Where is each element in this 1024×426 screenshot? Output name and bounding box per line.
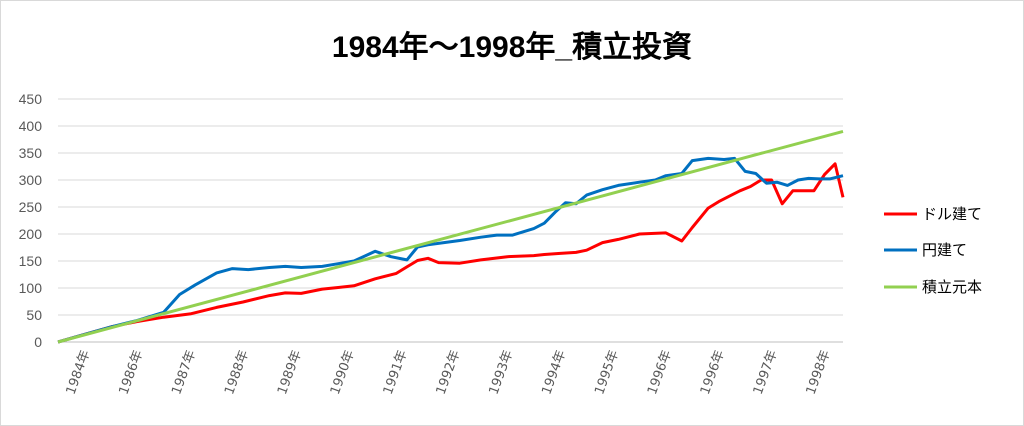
chart-title: 1984年～1998年_積立投資: [331, 31, 693, 64]
x-tick-label: 1996年: [698, 348, 728, 396]
legend-label-1: 円建て: [922, 241, 967, 259]
y-tick-label: 100: [19, 280, 43, 296]
x-tick-label: 1991年: [381, 348, 411, 396]
x-tick-label: 1994年: [539, 348, 569, 396]
series-lines: [57, 129, 845, 344]
x-tick-label: 1993年: [487, 348, 517, 396]
x-tick-label: 1997年: [751, 348, 781, 396]
y-tick-label: 350: [19, 145, 43, 161]
y-axis-ticks: 0 50 100 150 200 250 300 350 400 450: [19, 91, 43, 350]
y-tick-label: 400: [19, 118, 43, 134]
x-tick-label: 1990年: [328, 348, 358, 396]
x-tick-label: 1988年: [222, 348, 252, 396]
x-tick-label: 1986年: [116, 348, 146, 396]
x-axis-ticks: 1984年 1986年 1987年 1988年 1989年 1990年 1991年 1992年…: [64, 348, 834, 396]
x-tick-label: 1998年: [804, 348, 834, 396]
y-tick-label: 150: [19, 253, 43, 269]
y-tick-label: 50: [26, 307, 42, 323]
y-tick-label: 450: [19, 91, 43, 107]
grid-lines: [58, 98, 843, 343]
x-tick-label: 1987年: [169, 348, 199, 396]
y-tick-label: 300: [19, 172, 43, 188]
x-tick-label: 1984年: [64, 348, 94, 396]
legend-label-2: 積立元本: [922, 278, 982, 296]
y-tick-label: 0: [34, 334, 42, 350]
legend-label-0: ドル建て: [922, 205, 982, 223]
x-tick-label: 1992年: [434, 348, 464, 396]
x-tick-label: 1996年: [645, 348, 675, 396]
series-line-1: [57, 156, 844, 344]
y-tick-label: 250: [19, 199, 43, 215]
x-tick-label: 1995年: [592, 348, 622, 396]
y-tick-label: 200: [19, 226, 43, 242]
series-line-2: [57, 129, 844, 344]
x-tick-label: 1989年: [275, 348, 305, 396]
